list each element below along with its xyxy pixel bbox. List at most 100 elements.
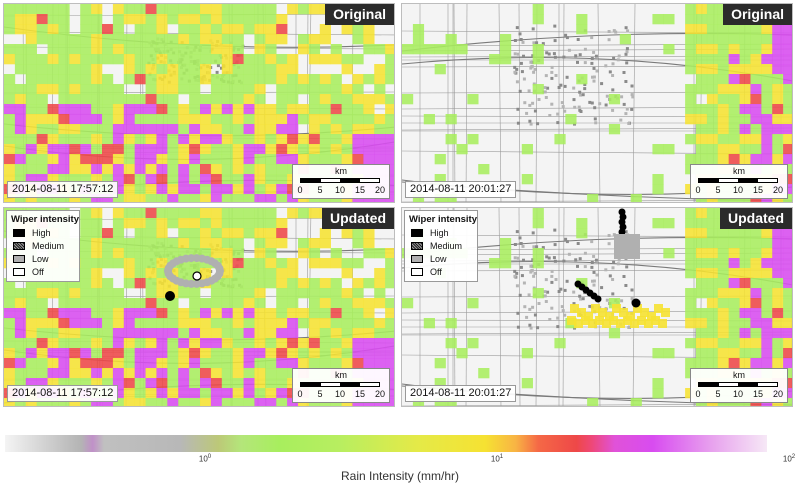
rain-cell [91, 398, 103, 406]
rain-cell [189, 218, 201, 229]
rain-cell [112, 208, 125, 219]
rain-cell [167, 124, 179, 135]
rain-cell [445, 134, 457, 145]
rain-cell [112, 4, 125, 15]
urban-block [515, 230, 519, 234]
rain-cell [717, 34, 729, 45]
legend-swatch [13, 267, 25, 276]
rain-cell [221, 84, 233, 95]
rain-cell [663, 14, 675, 25]
rain-cell [123, 124, 135, 135]
rain-cell [112, 358, 125, 369]
rain-cell [276, 74, 288, 85]
rain-cell [287, 124, 299, 135]
rain-cell [265, 184, 277, 195]
rain-cell [276, 218, 288, 229]
rain-cell [167, 104, 179, 115]
rain-cell [308, 238, 321, 249]
rain-cell [265, 318, 277, 329]
rain-cell [761, 278, 773, 289]
rain-cell [783, 134, 792, 145]
rain-cell [80, 398, 92, 406]
rain-cell [434, 194, 446, 202]
rain-cell [706, 124, 719, 135]
rain-cell [412, 34, 425, 45]
rain-cell [602, 319, 611, 328]
rain-cell [232, 238, 244, 249]
rain-cell [385, 104, 394, 115]
rain-cell [200, 64, 212, 75]
rain-cell [385, 268, 394, 279]
rain-cell [134, 328, 146, 339]
rain-cell [423, 114, 435, 125]
rain-cell [4, 318, 16, 329]
rain-cell [232, 208, 244, 219]
rain-cell [254, 144, 266, 155]
rain-cell [706, 268, 719, 279]
rain-cell [210, 34, 223, 45]
rain-cell [706, 54, 719, 65]
rain-cell [102, 378, 114, 389]
rain-cell [112, 228, 125, 239]
rain-cell [91, 348, 103, 359]
rain-cell [500, 34, 512, 45]
rain-cell [265, 104, 277, 115]
rain-cell [134, 144, 146, 155]
rain-cell [58, 84, 70, 95]
rain-cell [47, 358, 59, 369]
rain-cell [58, 338, 70, 349]
urban-block [565, 75, 569, 79]
rain-cell [69, 84, 81, 95]
rain-cell [685, 288, 697, 299]
rain-cell [200, 328, 212, 339]
rain-cell [341, 104, 353, 115]
rain-cell [728, 308, 740, 319]
rain-cell [728, 248, 740, 259]
urban-block [529, 60, 533, 64]
rain-cell [69, 114, 81, 125]
rain-cell [308, 208, 321, 219]
rain-cell [276, 398, 288, 406]
legend-label: Off [430, 266, 442, 277]
rain-cell [478, 368, 490, 379]
rain-cell [221, 298, 233, 309]
rain-cell [772, 24, 784, 35]
rain-cell [489, 54, 501, 65]
rain-cell [341, 328, 353, 339]
rain-cell [385, 258, 394, 269]
colorbar-tick: 102 [782, 454, 796, 464]
rain-cell [576, 74, 588, 85]
rain-cell [14, 338, 27, 349]
urban-block [578, 257, 582, 261]
rain-cell [706, 288, 719, 299]
rain-cell [243, 174, 255, 185]
rain-cell [298, 144, 310, 155]
rain-cell [276, 174, 288, 185]
rain-cell [156, 248, 168, 259]
rain-cell [287, 308, 299, 319]
rain-cell [319, 298, 331, 309]
rain-cell [189, 388, 201, 399]
rain-cell [772, 308, 784, 319]
rain-cell [58, 278, 70, 289]
rain-cell [189, 104, 201, 115]
urban-block [620, 299, 624, 303]
urban-block [531, 60, 534, 64]
rain-cell [783, 268, 792, 279]
rain-cell [58, 298, 70, 309]
rain-cell [706, 298, 719, 309]
rain-cell [145, 154, 157, 165]
rain-cell [385, 74, 394, 85]
rain-cell [630, 398, 642, 406]
rain-cell [167, 174, 179, 185]
rain-cell [532, 84, 544, 95]
urban-block [556, 325, 560, 329]
rain-cell [189, 398, 201, 406]
rain-cell [341, 154, 353, 165]
rain-cell [254, 228, 266, 239]
rain-cell [761, 298, 773, 309]
rain-cell [685, 84, 697, 95]
rain-cell [221, 104, 233, 115]
rain-cell [663, 248, 675, 259]
rain-cell [352, 308, 364, 319]
